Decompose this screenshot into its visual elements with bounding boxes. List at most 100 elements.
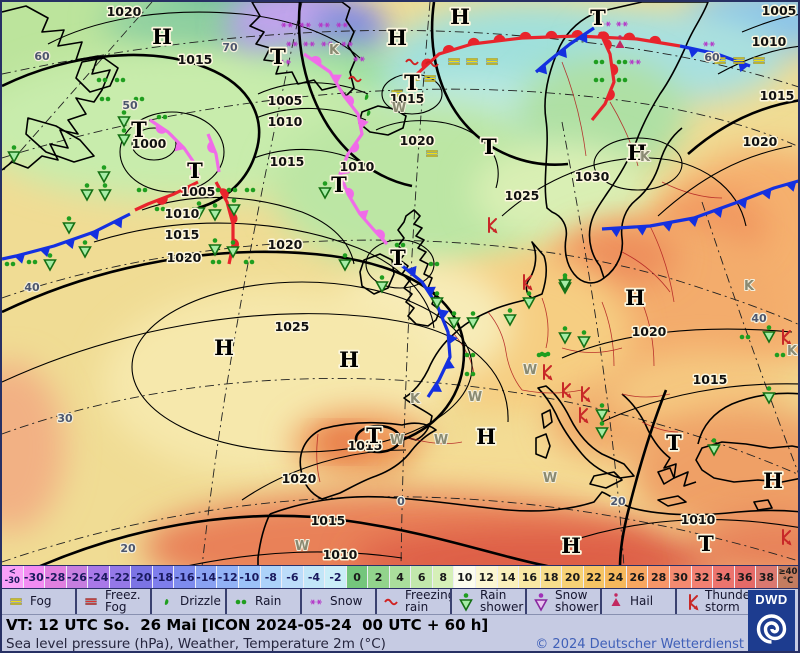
snow-icon (286, 41, 298, 47)
snow-icon (353, 56, 365, 62)
ts-icon (782, 329, 792, 346)
ts-icon (689, 593, 699, 610)
shower-icon (430, 291, 444, 310)
rain-icon (136, 187, 148, 193)
rain-icon (394, 242, 406, 248)
rain-icon (774, 352, 786, 358)
fog-icon (10, 597, 22, 605)
airmass-label: K (787, 344, 798, 359)
shower-icon (80, 183, 94, 202)
cold-front (398, 262, 452, 398)
legend-label: Thunder storm (705, 589, 750, 614)
scale-cell: 8 (431, 566, 454, 588)
pressure-center: T (666, 430, 682, 455)
scale-cell: -18 (151, 566, 174, 588)
field-description: Sea level pressure (hPa), Weather, Tempe… (6, 636, 386, 652)
graticule-label: 60 (704, 51, 720, 64)
scale-cell: 36 (733, 566, 756, 588)
rain-icon (428, 261, 440, 267)
graticule-label: 20 (610, 495, 626, 508)
shower-icon (459, 592, 473, 612)
shower-icon (208, 238, 222, 257)
pressure-center: T (270, 44, 286, 69)
snow-icon (616, 21, 628, 27)
scale-cell: -12 (216, 566, 239, 588)
fog-icon (466, 58, 478, 65)
isobar-label: 1025 (275, 319, 310, 334)
shower-icon (78, 240, 92, 259)
weather-fronts (2, 26, 798, 398)
isobar-label: 1020 (632, 324, 667, 339)
graticule-label: 40 (751, 312, 767, 325)
pressure-center: T (187, 158, 203, 183)
fog-icon (448, 58, 460, 65)
scale-cell: 16 (518, 566, 540, 588)
shower-icon (707, 438, 721, 457)
pressure-center: T (131, 117, 147, 142)
fog-icon (408, 74, 420, 81)
rain-icon (133, 96, 145, 102)
airmass-label: W (295, 539, 309, 554)
occluded-front (303, 52, 389, 246)
frz-icon (348, 75, 362, 83)
isobar-label: 1020 (282, 471, 317, 486)
hail-icon (615, 35, 625, 48)
shower-icon (97, 165, 111, 184)
pressure-center: H (152, 24, 172, 49)
shower-icon (338, 253, 352, 272)
pressure-center: T (698, 531, 714, 556)
rain-icon (616, 59, 628, 65)
rain-icon (209, 187, 221, 193)
isobar-label: 1015 (311, 513, 346, 528)
pressure-center: H (561, 533, 581, 558)
graticule-value-labels: 60 70 50 40 30 20 60 40 20 0 (23, 40, 768, 557)
airmass-label: W (468, 390, 482, 405)
isobar-label: 1015 (165, 227, 200, 242)
scale-cell: 0 (345, 566, 368, 588)
shower-icon (62, 216, 76, 235)
fog-icon (733, 57, 745, 64)
shower-icon (98, 183, 112, 202)
ts-icon (581, 386, 591, 403)
isobar-label: 1005 (762, 3, 797, 18)
scale-cell: < -30 (2, 566, 23, 588)
snow-icon (703, 41, 715, 47)
shower-icon (503, 308, 517, 327)
warm-front (415, 34, 681, 76)
airmass-label: W (523, 363, 537, 378)
scale-cell: 2 (367, 566, 389, 588)
fog-icon (714, 57, 726, 64)
ts-icon (488, 217, 498, 234)
legend-item-hail: Hail (600, 589, 675, 614)
shower-icon (208, 203, 222, 222)
airmass-label: K (744, 279, 755, 294)
snow-icon (341, 41, 353, 47)
scale-cell: 12 (475, 566, 497, 588)
legend-label: Hail (630, 593, 654, 608)
legend-item-snowshower: Snow shower (525, 589, 600, 614)
shower-icon (558, 273, 572, 292)
legend-item-snow: Snow (300, 589, 375, 614)
isobar-value-labels: 1020 1015 1000 1005 1005 1010 1015 1015 1020 1010… (105, 2, 798, 564)
legend-label: Rain shower (480, 589, 524, 614)
snow-icon (321, 41, 333, 47)
scale-cell: 4 (388, 566, 411, 588)
legend-item-drizzle: Drizzle (150, 589, 225, 614)
pressure-center: T (404, 70, 420, 95)
legend-item-shower: Rain shower (450, 589, 525, 614)
scale-cell: -4 (302, 566, 325, 588)
shower-icon (577, 330, 591, 349)
dwd-logo: DWD (748, 590, 795, 651)
rain-icon (156, 114, 168, 120)
legend-item-rain: Rain (225, 589, 300, 614)
fog-icon (424, 75, 436, 82)
scale-cell: -8 (259, 566, 282, 588)
rain-icon (4, 261, 16, 267)
fog-icon (10, 597, 22, 605)
isobar-label: 1015 (760, 88, 795, 103)
rain-icon (114, 77, 126, 83)
scale-cell: -28 (44, 566, 66, 588)
shower-icon (558, 326, 572, 345)
rain-icon (235, 599, 247, 604)
airmass-label: W (543, 471, 557, 486)
